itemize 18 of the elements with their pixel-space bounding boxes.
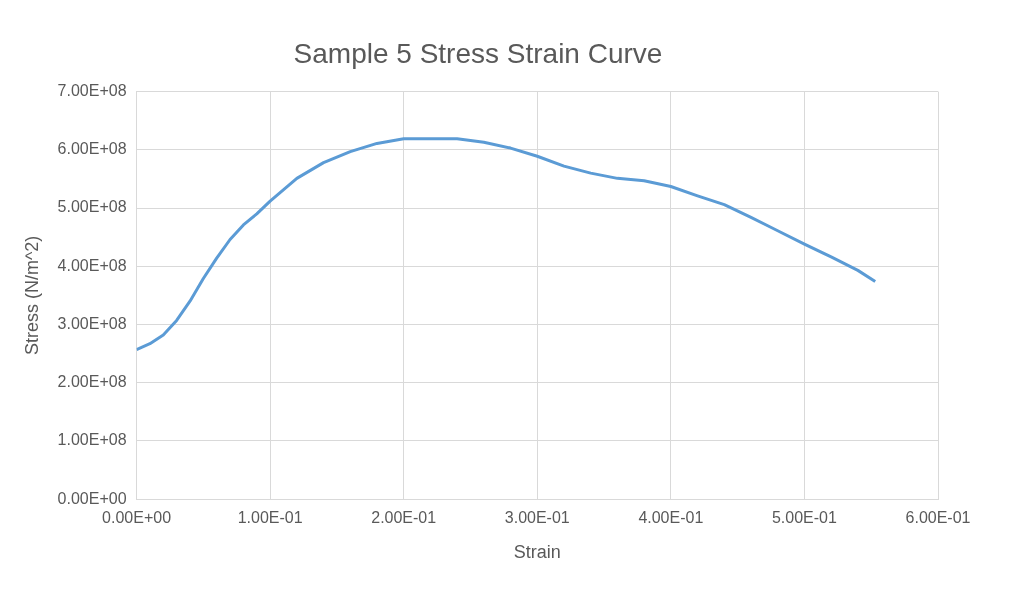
- y-tick-label: 2.00E+08: [57, 373, 127, 391]
- chart-title: Sample 5 Stress Strain Curve: [293, 37, 663, 69]
- x-tick-label: 4.00E-01: [638, 509, 704, 527]
- x-tick-label: 6.00E-01: [905, 509, 971, 527]
- x-tick-label: 0.00E+00: [102, 509, 172, 527]
- y-axis-title: Stress (N/m^2): [21, 235, 42, 356]
- y-tick-label: 6.00E+08: [57, 140, 127, 158]
- y-tick-label: 1.00E+08: [57, 431, 127, 449]
- x-axis-title: Strain: [513, 542, 561, 563]
- x-tick-label: 2.00E-01: [371, 509, 437, 527]
- y-tick-label: 7.00E+08: [57, 82, 127, 100]
- x-tick-label: 3.00E-01: [504, 509, 570, 527]
- y-tick-label: 4.00E+08: [57, 256, 127, 274]
- y-tick-label: 0.00E+00: [57, 489, 127, 507]
- x-tick-label: 1.00E-01: [237, 509, 303, 527]
- x-tick-label: 5.00E-01: [771, 509, 837, 527]
- y-tick-label: 3.00E+08: [57, 314, 127, 332]
- y-tick-label: 5.00E+08: [57, 198, 127, 216]
